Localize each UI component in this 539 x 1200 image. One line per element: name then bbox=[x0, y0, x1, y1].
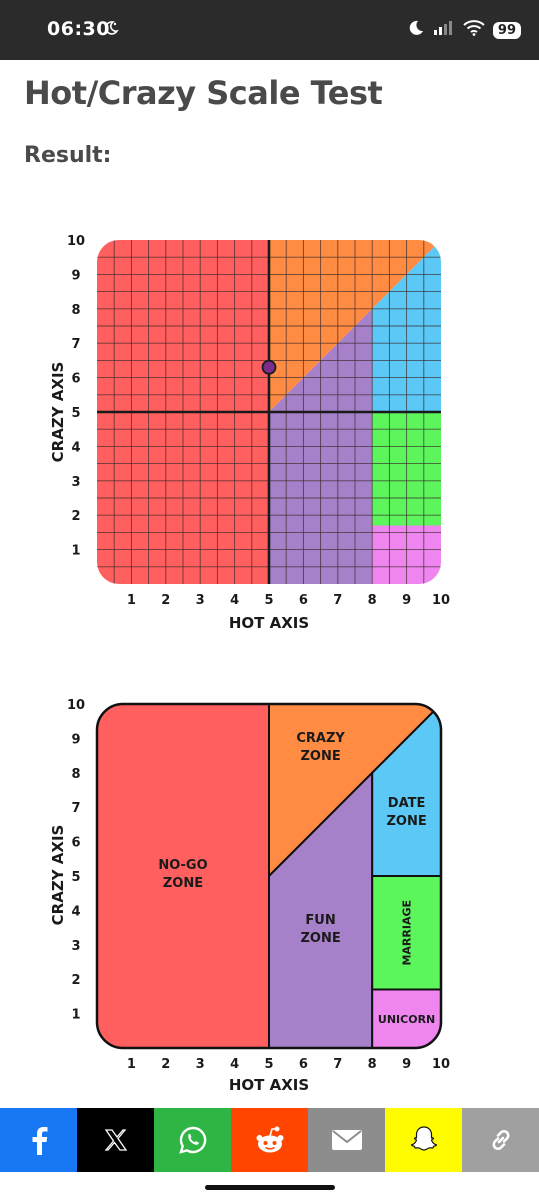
snapchat-share-button[interactable] bbox=[385, 1108, 462, 1172]
y-tick-label: 3 bbox=[71, 475, 80, 490]
link-icon bbox=[491, 1129, 510, 1151]
copy-link-share-button[interactable] bbox=[462, 1108, 539, 1172]
x-tick-label: 7 bbox=[333, 593, 342, 608]
reddit-share-button[interactable] bbox=[231, 1108, 308, 1172]
page-title: Hot/Crazy Scale Test bbox=[24, 74, 383, 112]
x-tick-label: 1 bbox=[127, 593, 136, 608]
x-tick-label: 5 bbox=[264, 1057, 273, 1072]
crazy-zone-label: CRAZY bbox=[296, 731, 345, 746]
y-tick-label: 5 bbox=[71, 870, 80, 885]
wifi-icon bbox=[463, 19, 485, 41]
x-tick-label: 6 bbox=[299, 1057, 308, 1072]
x-axis-label: HOT AXIS bbox=[229, 1076, 309, 1094]
x-share-button[interactable] bbox=[77, 1108, 154, 1172]
y-tick-label: 9 bbox=[71, 268, 80, 283]
fun-zone-label: FUN bbox=[305, 913, 335, 928]
x-logo-icon bbox=[104, 1129, 127, 1151]
y-tick-label: 7 bbox=[71, 801, 80, 816]
result-chart-plot bbox=[97, 240, 441, 584]
x-tick-label: 10 bbox=[432, 1057, 450, 1072]
y-tick-label: 7 bbox=[71, 337, 80, 352]
x-tick-label: 1 bbox=[127, 1057, 136, 1072]
zones-chart-plot bbox=[97, 704, 441, 1048]
share-bar bbox=[0, 1108, 539, 1172]
y-tick-label: 4 bbox=[71, 440, 80, 455]
x-tick-label: 8 bbox=[368, 1057, 377, 1072]
zones-chart: NO-GO ZONE CRAZY ZONE FUN ZONE DATE ZONE MARRIAG… bbox=[49, 698, 450, 1094]
fun-zone-label: ZONE bbox=[300, 931, 340, 946]
y-tick-label: 8 bbox=[71, 767, 80, 782]
snapchat-ghost-icon bbox=[410, 1126, 437, 1151]
x-axis-label: HOT AXIS bbox=[229, 614, 309, 632]
y-tick-label: 5 bbox=[71, 406, 80, 421]
unicorn-zone-label: UNICORN bbox=[378, 1013, 435, 1026]
y-tick-label: 9 bbox=[71, 732, 80, 747]
no-go-zone-label: ZONE bbox=[163, 876, 203, 891]
y-tick-label: 6 bbox=[71, 836, 80, 851]
no-go-zone-label: NO-GO bbox=[158, 858, 207, 873]
reddit-icon bbox=[256, 1126, 283, 1153]
y-tick-label: 4 bbox=[71, 904, 80, 919]
x-tick-label: 7 bbox=[333, 1057, 342, 1072]
zones-chart-border bbox=[95, 702, 443, 1050]
facebook-share-button[interactable] bbox=[0, 1108, 77, 1172]
battery-indicator: 99 bbox=[492, 21, 521, 39]
status-bar: 06:30 99 bbox=[0, 0, 539, 60]
x-tick-label: 2 bbox=[161, 593, 170, 608]
marriage-zone-label: MARRIAGE bbox=[401, 900, 414, 966]
x-tick-label: 9 bbox=[402, 1057, 411, 1072]
date-zone-label: DATE bbox=[388, 796, 426, 811]
x-tick-label: 2 bbox=[161, 1057, 170, 1072]
email-share-button[interactable] bbox=[308, 1108, 385, 1172]
x-tick-label: 4 bbox=[230, 593, 239, 608]
x-tick-label: 5 bbox=[264, 593, 273, 608]
moon-icon bbox=[407, 19, 425, 42]
y-tick-label: 6 bbox=[71, 372, 80, 387]
y-tick-label: 1 bbox=[71, 1008, 80, 1023]
y-tick-label: 10 bbox=[67, 698, 85, 713]
status-time: 06:30 bbox=[47, 18, 110, 40]
result-label: Result: bbox=[24, 143, 112, 168]
y-tick-label: 3 bbox=[71, 939, 80, 954]
whatsapp-icon bbox=[178, 1126, 206, 1154]
y-tick-label: 10 bbox=[67, 234, 85, 249]
x-tick-label: 6 bbox=[299, 593, 308, 608]
facebook-icon bbox=[32, 1127, 47, 1155]
x-tick-label: 3 bbox=[196, 593, 205, 608]
crazy-zone-label: ZONE bbox=[300, 749, 340, 764]
y-tick-label: 2 bbox=[71, 509, 80, 524]
signal-icon bbox=[433, 20, 455, 41]
no-go-zone bbox=[97, 704, 270, 1048]
result-point bbox=[261, 359, 277, 375]
result-chart: 1 2 3 4 5 6 7 8 9 10 1 2 3 4 5 6 7 8 9 10 HOT AXIS CRAZY AX… bbox=[49, 234, 450, 632]
whatsapp-share-button[interactable] bbox=[154, 1108, 231, 1172]
x-tick-label: 10 bbox=[432, 593, 450, 608]
x-tick-label: 4 bbox=[230, 1057, 239, 1072]
y-tick-label: 2 bbox=[71, 973, 80, 988]
y-tick-label: 8 bbox=[71, 303, 80, 318]
date-zone-label: ZONE bbox=[386, 814, 426, 829]
y-axis-label: CRAZY AXIS bbox=[49, 362, 67, 463]
envelope-icon bbox=[331, 1130, 362, 1150]
unicorn-zone bbox=[371, 988, 441, 1048]
y-axis-label: CRAZY AXIS bbox=[49, 825, 67, 926]
alarm-moon-icon bbox=[103, 20, 119, 41]
y-tick-label: 1 bbox=[71, 544, 80, 559]
x-tick-label: 3 bbox=[196, 1057, 205, 1072]
x-tick-label: 9 bbox=[402, 593, 411, 608]
home-indicator[interactable] bbox=[205, 1185, 335, 1190]
x-tick-label: 8 bbox=[368, 593, 377, 608]
